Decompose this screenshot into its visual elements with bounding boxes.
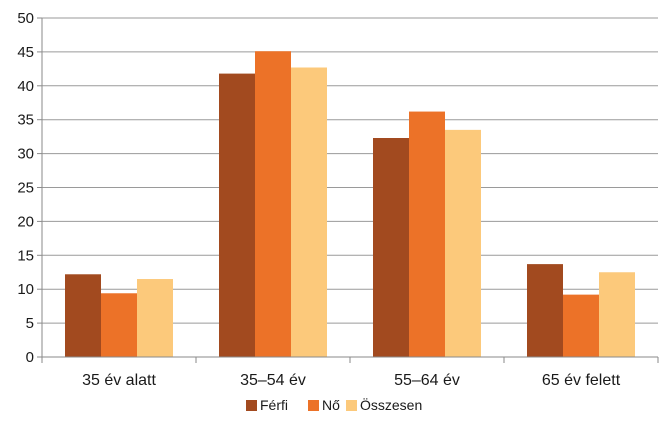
legend-swatch (246, 400, 257, 411)
legend-label: Nő (322, 397, 340, 413)
legend-label: Férfi (260, 397, 288, 413)
category-label: 35–54 év (240, 372, 306, 389)
bar (409, 111, 445, 358)
bar (291, 67, 327, 357)
category-label: 65 év felett (542, 372, 621, 389)
y-tick-label: 30 (17, 146, 34, 163)
legend-swatch (346, 400, 357, 411)
category-label: 35 év alatt (82, 372, 156, 389)
bar (373, 138, 409, 357)
axes (37, 17, 659, 363)
legend-swatch (308, 400, 319, 411)
bar (563, 294, 599, 357)
bars (65, 51, 635, 358)
bar (137, 279, 173, 357)
y-tick-label: 25 (17, 180, 34, 197)
bar (65, 274, 101, 357)
y-tick-label: 40 (17, 78, 34, 95)
y-tick-label: 5 (26, 315, 34, 332)
gridlines (42, 17, 658, 324)
y-tick-labels: 0 5 10 15 20 25 30 35 40 45 50 (17, 10, 34, 366)
bar (527, 264, 563, 357)
y-tick-label: 35 (17, 112, 34, 129)
bar (599, 272, 635, 357)
y-tick-label: 0 (26, 349, 34, 366)
y-tick-label: 10 (17, 281, 34, 298)
y-tick-label: 15 (17, 247, 34, 264)
bar (101, 293, 137, 357)
legend-label: Összesen (360, 396, 422, 413)
bar (255, 51, 291, 358)
category-label: 55–64 év (394, 372, 460, 389)
bar (445, 129, 481, 357)
y-tick-label: 50 (17, 10, 34, 27)
y-tick-label: 45 (17, 44, 34, 61)
category-labels: 35 év alatt 35–54 év 55–64 év 65 év felett (82, 372, 621, 389)
y-tick-label: 20 (17, 213, 34, 230)
legend: Férfi Nő Összesen (246, 396, 422, 413)
bar (219, 73, 255, 357)
